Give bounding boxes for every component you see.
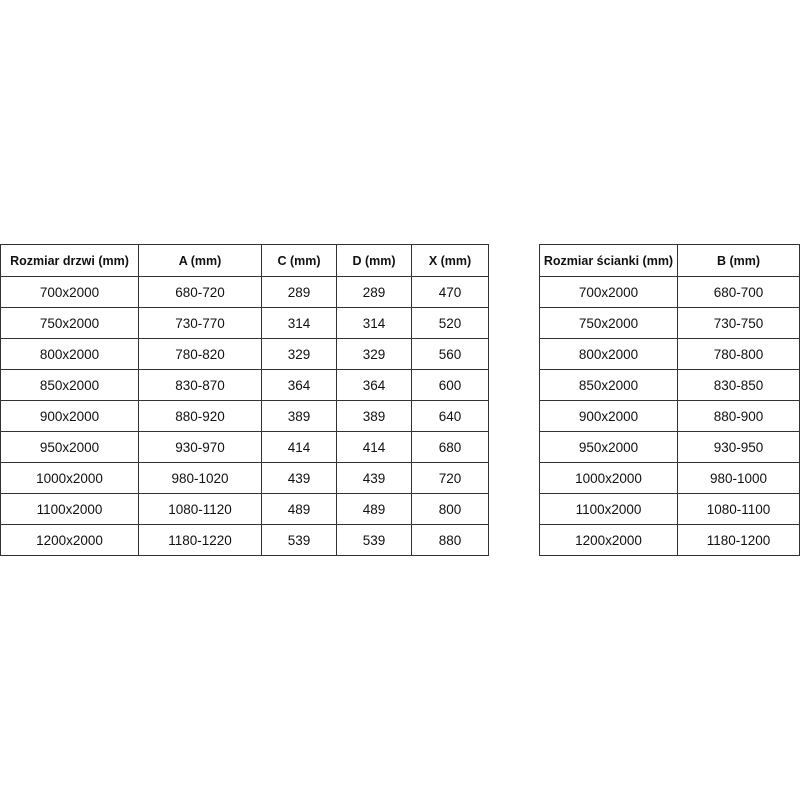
table-row: 750x2000 730-750 [539, 307, 800, 339]
table-row: 1200x2000 1180-1220 539 539 880 [0, 524, 489, 556]
table-row: 1200x2000 1180-1200 [539, 524, 800, 556]
table-cell: 880-900 [677, 400, 800, 432]
table-cell: 439 [336, 462, 412, 494]
table-cell: 520 [411, 307, 489, 339]
table-row: 950x2000 930-970 414 414 680 [0, 431, 489, 463]
table-cell: 560 [411, 338, 489, 370]
column-header: A (mm) [138, 244, 262, 277]
table-cell: 900x2000 [0, 400, 139, 432]
table-cell: 289 [261, 276, 337, 308]
table-cell: 329 [261, 338, 337, 370]
column-header: Rozmiar drzwi (mm) [0, 244, 139, 277]
table-cell: 314 [261, 307, 337, 339]
table-row: 750x2000 730-770 314 314 520 [0, 307, 489, 339]
table-cell: 640 [411, 400, 489, 432]
table-cell: 880 [411, 524, 489, 556]
table-cell: 950x2000 [0, 431, 139, 463]
table-row: 850x2000 830-850 [539, 369, 800, 401]
table-cell: 830-850 [677, 369, 800, 401]
table-cell: 470 [411, 276, 489, 308]
table-cell: 780-800 [677, 338, 800, 370]
table-row: 1100x2000 1080-1120 489 489 800 [0, 493, 489, 525]
table-cell: 750x2000 [539, 307, 678, 339]
table-cell: 750x2000 [0, 307, 139, 339]
table-cell: 1000x2000 [539, 462, 678, 494]
table-cell: 680-720 [138, 276, 262, 308]
table-cell: 1180-1200 [677, 524, 800, 556]
table-cell: 700x2000 [539, 276, 678, 308]
table-cell: 414 [336, 431, 412, 463]
table-cell: 680 [411, 431, 489, 463]
table-cell: 930-970 [138, 431, 262, 463]
table-cell: 439 [261, 462, 337, 494]
table-cell: 980-1000 [677, 462, 800, 494]
table-cell: 730-770 [138, 307, 262, 339]
table-cell: 489 [336, 493, 412, 525]
table-cell: 1180-1220 [138, 524, 262, 556]
door-size-table: Rozmiar drzwi (mm) A (mm) C (mm) D (mm) X (m… [0, 244, 489, 556]
table-cell: 950x2000 [539, 431, 678, 463]
table-row: 900x2000 880-900 [539, 400, 800, 432]
table-row: 950x2000 930-950 [539, 431, 800, 463]
table-cell: 389 [336, 400, 412, 432]
table-cell: 1080-1100 [677, 493, 800, 525]
table-cell: 830-870 [138, 369, 262, 401]
table-header-row: Rozmiar drzwi (mm) A (mm) C (mm) D (mm) X (m… [0, 244, 489, 277]
wall-size-table: Rozmiar ścianki (mm) B (mm) 700x2000 680-7… [539, 244, 800, 556]
table-cell: 289 [336, 276, 412, 308]
table-cell: 930-950 [677, 431, 800, 463]
table-cell: 730-750 [677, 307, 800, 339]
table-cell: 850x2000 [0, 369, 139, 401]
table-cell: 1100x2000 [0, 493, 139, 525]
table-cell: 780-820 [138, 338, 262, 370]
table-row: 900x2000 880-920 389 389 640 [0, 400, 489, 432]
table-cell: 800x2000 [0, 338, 139, 370]
column-header: X (mm) [411, 244, 489, 277]
table-cell: 489 [261, 493, 337, 525]
table-cell: 414 [261, 431, 337, 463]
table-cell: 329 [336, 338, 412, 370]
table-cell: 314 [336, 307, 412, 339]
table-cell: 880-920 [138, 400, 262, 432]
table-cell: 1000x2000 [0, 462, 139, 494]
table-header-row: Rozmiar ścianki (mm) B (mm) [539, 244, 800, 277]
table-cell: 900x2000 [539, 400, 678, 432]
table-cell: 700x2000 [0, 276, 139, 308]
table-cell: 389 [261, 400, 337, 432]
column-header: B (mm) [677, 244, 800, 277]
table-cell: 800 [411, 493, 489, 525]
table-cell: 539 [336, 524, 412, 556]
table-row: 800x2000 780-800 [539, 338, 800, 370]
table-row: 700x2000 680-720 289 289 470 [0, 276, 489, 308]
table-cell: 720 [411, 462, 489, 494]
table-cell: 539 [261, 524, 337, 556]
column-header: C (mm) [261, 244, 337, 277]
table-row: 850x2000 830-870 364 364 600 [0, 369, 489, 401]
column-header: D (mm) [336, 244, 412, 277]
table-row: 1000x2000 980-1020 439 439 720 [0, 462, 489, 494]
table-cell: 980-1020 [138, 462, 262, 494]
table-cell: 800x2000 [539, 338, 678, 370]
table-cell: 364 [261, 369, 337, 401]
table-row: 700x2000 680-700 [539, 276, 800, 308]
table-row: 800x2000 780-820 329 329 560 [0, 338, 489, 370]
table-row: 1100x2000 1080-1100 [539, 493, 800, 525]
table-cell: 364 [336, 369, 412, 401]
table-cell: 680-700 [677, 276, 800, 308]
table-cell: 600 [411, 369, 489, 401]
table-cell: 1200x2000 [0, 524, 139, 556]
table-row: 1000x2000 980-1000 [539, 462, 800, 494]
table-cell: 850x2000 [539, 369, 678, 401]
table-cell: 1080-1120 [138, 493, 262, 525]
column-header: Rozmiar ścianki (mm) [539, 244, 678, 277]
table-cell: 1100x2000 [539, 493, 678, 525]
table-cell: 1200x2000 [539, 524, 678, 556]
